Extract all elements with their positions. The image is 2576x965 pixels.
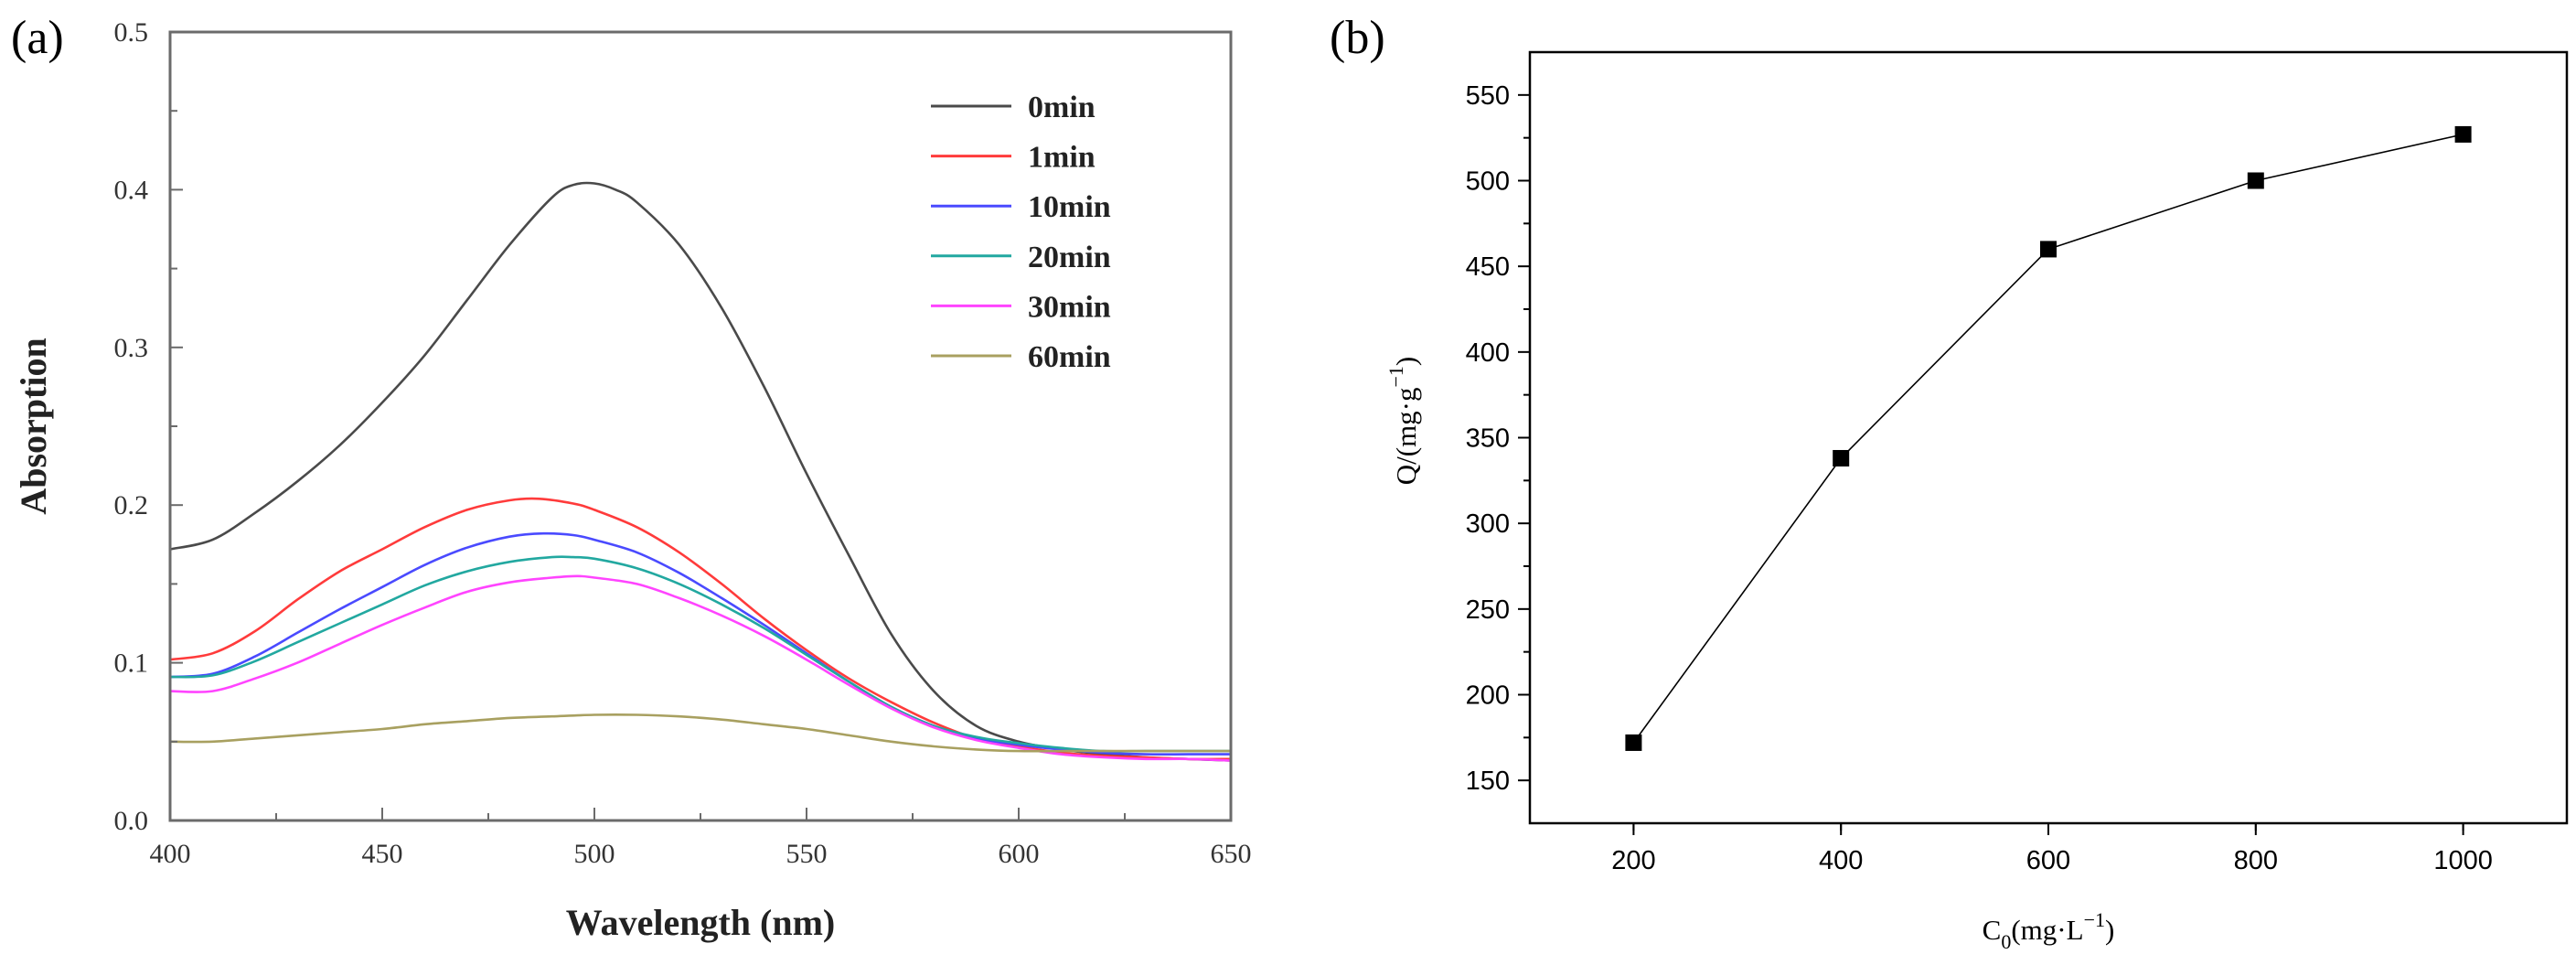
x-title-exponent: −1: [2084, 908, 2105, 931]
y-title-close: ): [1390, 357, 1422, 366]
panel-b-series: [1625, 125, 2472, 751]
legend-label-10min: 10min: [1028, 190, 1111, 224]
b-y-tick-label: 450: [1466, 252, 1510, 282]
b-series-line: [1632, 134, 2464, 744]
y-title-main: Q/(mg·g: [1390, 387, 1422, 485]
b-y-tick-label: 250: [1466, 595, 1510, 625]
panel-b-y-ticks: 150 200 250 300 350 400 450 500 550: [1466, 81, 1530, 796]
b-x-tick-label: 600: [2026, 846, 2070, 875]
a-y-tick-label: 0.2: [114, 490, 149, 520]
legend-label-1min: 1min: [1028, 141, 1096, 175]
a-y-tick-label: 0.0: [114, 806, 149, 836]
panel-b: (b) 200 400 600 800 1000 150 200 250 300 350 400 4…: [1330, 12, 2569, 953]
b-x-tick-label: 200: [1611, 846, 1655, 875]
legend-label-60min: 60min: [1028, 340, 1111, 374]
a-y-tick-label: 0.3: [114, 333, 149, 363]
b-y-tick-label: 500: [1466, 167, 1510, 197]
panel-b-x-axis-title: C0(mg·L−1): [1983, 908, 2115, 953]
a-x-tick-label: 600: [999, 839, 1040, 869]
a-y-tick-label: 0.1: [114, 649, 149, 679]
a-y-tick-label: 0.4: [114, 175, 149, 205]
panel-b-x-ticks: 200 400 600 800 1000: [1611, 823, 2493, 875]
b-data-point: [2247, 172, 2264, 189]
a-x-tick-label: 400: [150, 839, 191, 869]
legend-label-20min: 20min: [1028, 241, 1111, 274]
legend-label-30min: 30min: [1028, 290, 1111, 324]
b-data-point: [2454, 125, 2472, 143]
curve-30min: [169, 574, 1232, 762]
x-title-close: ): [2105, 914, 2114, 946]
panel-a-curves: [169, 181, 1232, 762]
a-x-tick-label: 650: [1211, 839, 1252, 869]
b-y-tick-label: 150: [1466, 767, 1510, 796]
x-title-unit: (mg·L: [2011, 914, 2083, 946]
a-y-tick-label: 0.5: [114, 17, 149, 48]
panel-a: (a) 400 450 500 550 600 650 0.00.10.20.30.40.…: [11, 12, 1252, 943]
b-x-tick-label: 800: [2234, 846, 2278, 875]
b-data-point: [1833, 449, 1850, 466]
b-y-tick-label: 400: [1466, 338, 1510, 368]
panel-b-plot-frame: [1528, 50, 2569, 825]
panel-b-label: (b): [1330, 12, 1385, 64]
panel-b-y-axis-title: Q/(mg·g−1): [1384, 357, 1422, 486]
b-y-tick-label: 200: [1466, 681, 1510, 711]
panel-a-legend: 0min 1min 10min 20min 30min 60min: [931, 91, 1111, 374]
curve-20min: [169, 555, 1231, 753]
b-y-tick-label: 350: [1466, 424, 1510, 454]
panel-a-label: (a): [11, 12, 64, 64]
b-data-point: [2040, 241, 2057, 258]
x-title-subscript: 0: [2001, 930, 2011, 953]
panel-a-x-ticks: 400 450 500 550 600 650: [150, 808, 1252, 869]
curve-60min: [169, 713, 1231, 753]
a-x-tick-label: 500: [574, 839, 615, 869]
curve-10min: [169, 531, 1231, 756]
b-y-tick-label: 300: [1466, 509, 1510, 539]
panel-a-x-axis-title: Wavelength (nm): [566, 902, 835, 943]
b-data-point: [1625, 734, 1642, 751]
panel-a-y-axis-title: Absorption: [13, 338, 54, 514]
b-y-tick-label: 550: [1466, 81, 1510, 111]
legend-label-0min: 0min: [1028, 91, 1096, 124]
a-x-tick-label: 550: [786, 839, 828, 869]
x-title-c: C: [1983, 914, 2002, 946]
panel-a-y-ticks: 0.0 0.1 0.2 0.3 0.4 0.5: [114, 17, 183, 836]
y-title-exponent: −1: [1384, 366, 1407, 387]
a-x-tick-label: 450: [362, 839, 403, 869]
b-x-tick-label: 400: [1819, 846, 1863, 875]
b-x-tick-label: 1000: [2433, 846, 2493, 875]
